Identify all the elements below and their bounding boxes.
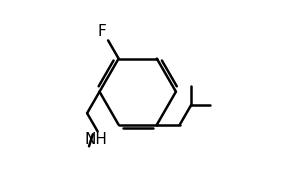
Text: F: F [97, 24, 106, 40]
Text: NH: NH [84, 132, 107, 147]
